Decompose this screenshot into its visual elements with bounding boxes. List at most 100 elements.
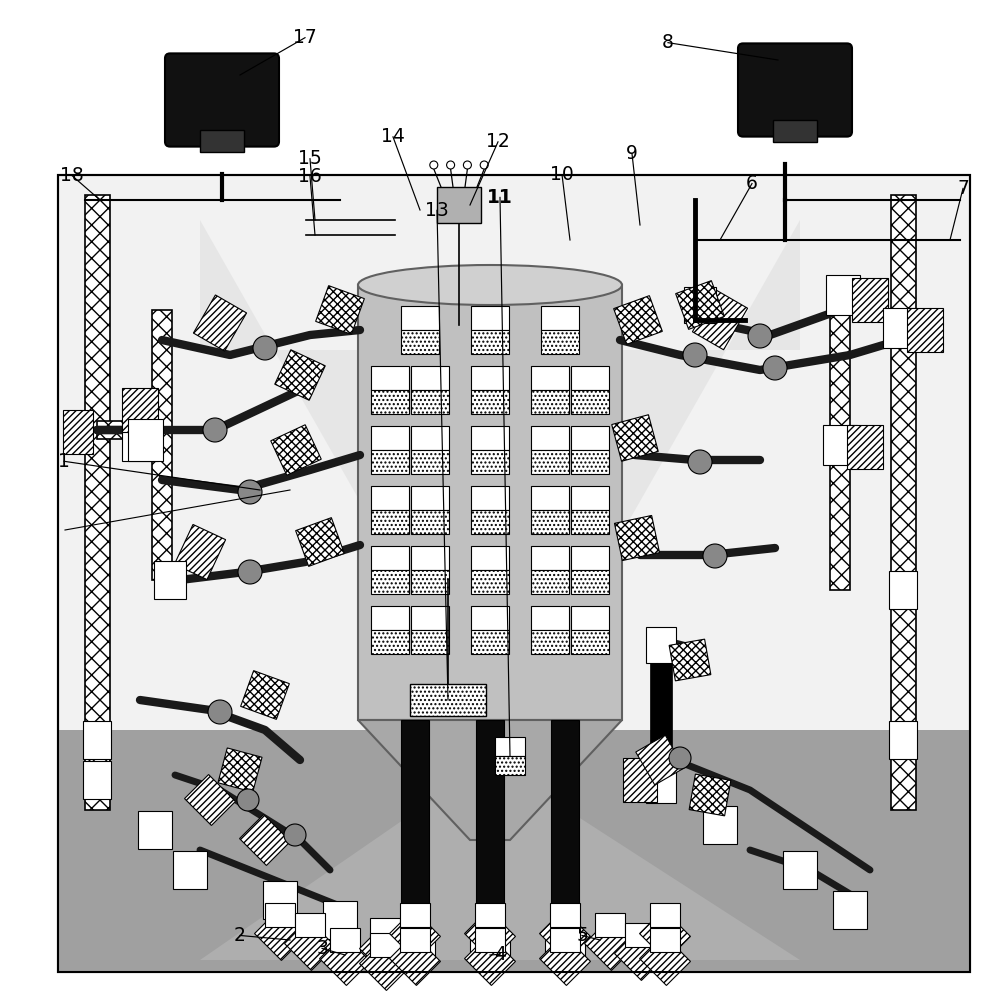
- Circle shape: [447, 161, 455, 169]
- Text: 3: 3: [316, 938, 328, 958]
- Polygon shape: [676, 281, 724, 329]
- Circle shape: [284, 824, 306, 846]
- Polygon shape: [614, 296, 662, 344]
- Bar: [263, 881, 297, 919]
- Polygon shape: [471, 486, 509, 510]
- Circle shape: [238, 560, 262, 584]
- Bar: [826, 275, 860, 315]
- Bar: [475, 928, 505, 952]
- Text: 14: 14: [381, 127, 405, 147]
- Polygon shape: [200, 220, 490, 730]
- Polygon shape: [571, 570, 609, 594]
- Bar: [154, 561, 186, 599]
- Text: 11: 11: [487, 187, 513, 207]
- Polygon shape: [531, 570, 569, 594]
- Bar: [58, 175, 970, 972]
- Polygon shape: [847, 425, 883, 469]
- Bar: [830, 310, 850, 590]
- Polygon shape: [540, 934, 590, 985]
- Bar: [889, 571, 917, 609]
- Polygon shape: [465, 934, 515, 985]
- Polygon shape: [541, 306, 579, 330]
- Polygon shape: [636, 735, 684, 785]
- Polygon shape: [571, 450, 609, 474]
- Bar: [173, 851, 207, 889]
- Polygon shape: [531, 486, 569, 510]
- Circle shape: [683, 343, 707, 367]
- Polygon shape: [585, 920, 635, 970]
- Ellipse shape: [358, 265, 622, 305]
- Bar: [783, 851, 817, 889]
- Polygon shape: [371, 606, 409, 630]
- Circle shape: [430, 161, 438, 169]
- Text: 13: 13: [425, 200, 449, 220]
- Circle shape: [208, 700, 232, 724]
- Bar: [152, 310, 172, 580]
- Polygon shape: [531, 450, 569, 474]
- Polygon shape: [285, 920, 335, 970]
- Polygon shape: [531, 510, 569, 534]
- Bar: [551, 720, 579, 950]
- Bar: [650, 903, 680, 927]
- Bar: [138, 811, 172, 849]
- Text: 17: 17: [293, 28, 317, 48]
- Polygon shape: [411, 546, 449, 570]
- Bar: [58, 175, 970, 972]
- Polygon shape: [669, 639, 711, 681]
- Polygon shape: [371, 450, 409, 474]
- Bar: [703, 806, 737, 844]
- Circle shape: [237, 789, 259, 811]
- Text: 18: 18: [60, 166, 84, 186]
- Text: 16: 16: [298, 167, 322, 186]
- Polygon shape: [471, 546, 509, 570]
- Polygon shape: [411, 606, 449, 630]
- Text: 7: 7: [957, 179, 969, 198]
- Polygon shape: [531, 630, 569, 654]
- Polygon shape: [411, 390, 449, 414]
- Polygon shape: [411, 486, 449, 510]
- Polygon shape: [411, 450, 449, 474]
- Polygon shape: [63, 410, 93, 454]
- Polygon shape: [401, 330, 439, 354]
- Bar: [650, 928, 680, 952]
- Polygon shape: [271, 425, 321, 475]
- Polygon shape: [531, 606, 569, 630]
- Polygon shape: [571, 630, 609, 654]
- Circle shape: [669, 747, 691, 769]
- Polygon shape: [571, 510, 609, 534]
- Polygon shape: [320, 934, 370, 985]
- Bar: [684, 287, 716, 323]
- Polygon shape: [531, 390, 569, 414]
- Bar: [891, 195, 916, 810]
- FancyBboxPatch shape: [165, 54, 279, 147]
- Bar: [200, 130, 244, 152]
- Bar: [823, 425, 857, 465]
- Bar: [83, 721, 111, 759]
- Polygon shape: [612, 415, 658, 461]
- Bar: [370, 933, 400, 957]
- Polygon shape: [471, 570, 509, 594]
- Polygon shape: [411, 570, 449, 594]
- Text: 2: 2: [234, 926, 246, 945]
- Polygon shape: [852, 278, 888, 322]
- Polygon shape: [471, 630, 509, 654]
- Polygon shape: [185, 775, 235, 825]
- Bar: [595, 913, 625, 937]
- Bar: [646, 627, 676, 663]
- Polygon shape: [316, 286, 364, 334]
- Polygon shape: [623, 758, 657, 802]
- Polygon shape: [411, 510, 449, 534]
- Polygon shape: [571, 546, 609, 570]
- Polygon shape: [200, 760, 800, 960]
- Bar: [370, 918, 400, 942]
- Polygon shape: [571, 366, 609, 390]
- Bar: [550, 928, 580, 952]
- Polygon shape: [471, 390, 509, 414]
- FancyBboxPatch shape: [738, 44, 852, 137]
- Polygon shape: [411, 630, 449, 654]
- Bar: [410, 684, 486, 716]
- Polygon shape: [371, 570, 409, 594]
- Polygon shape: [296, 518, 344, 566]
- Bar: [395, 940, 435, 958]
- Polygon shape: [411, 366, 449, 390]
